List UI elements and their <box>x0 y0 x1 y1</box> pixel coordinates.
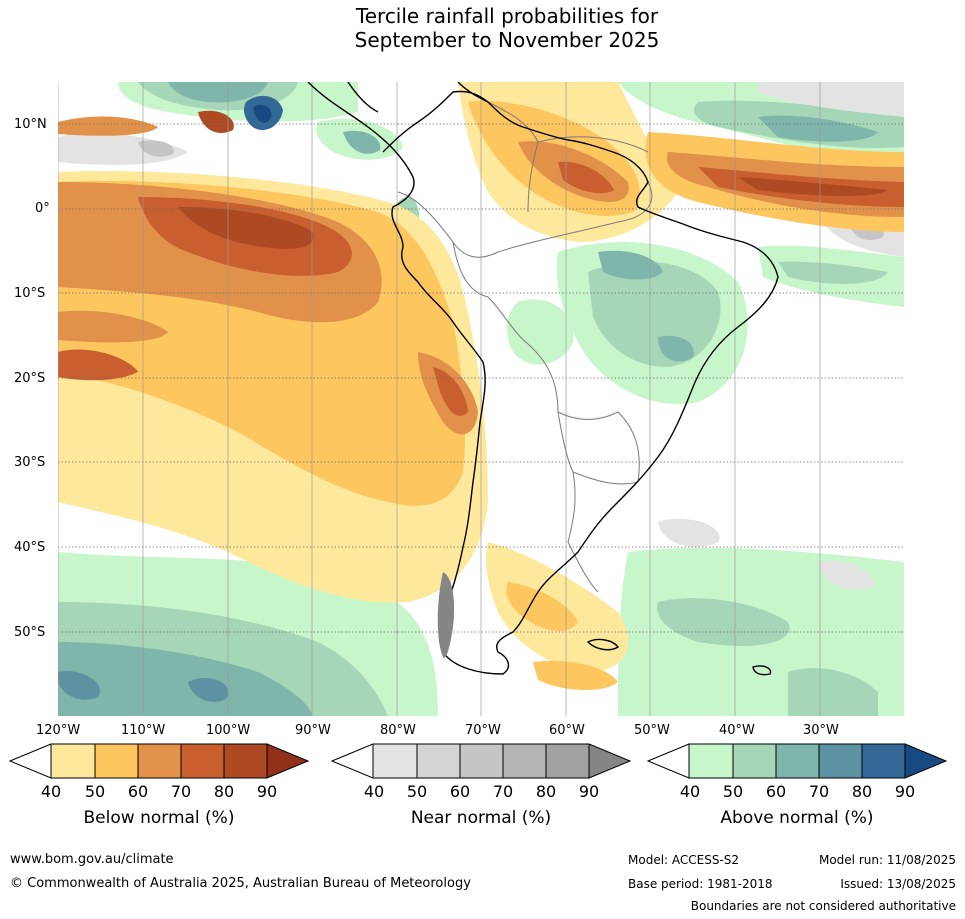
above-tick-50: 50 <box>722 782 744 801</box>
above-normal-label: Above normal (%) <box>720 808 874 828</box>
copyright-text: © Commonwealth of Australia 2025, Austra… <box>10 876 471 891</box>
near-tick-60: 60 <box>449 782 471 801</box>
lat-tick-10s: 10°S <box>14 286 46 301</box>
below-normal-label: Below normal (%) <box>83 808 235 828</box>
lon-tick-90w: 90°W <box>295 723 331 738</box>
colorbar-below-normal <box>8 743 310 783</box>
near-tick-50: 50 <box>406 782 428 801</box>
below-tick-60: 60 <box>127 782 149 801</box>
lon-tick-50w: 50°W <box>634 723 670 738</box>
below-tick-90: 90 <box>256 782 278 801</box>
issued-date: Issued: 13/08/2025 <box>840 877 956 891</box>
country-borders <box>397 101 653 593</box>
model-run-date: Model run: 11/08/2025 <box>818 853 956 867</box>
lon-tick-60w: 60°W <box>549 723 585 738</box>
title-line-1: Tercile rainfall probabilities for <box>355 4 659 28</box>
above-tick-40: 40 <box>679 782 701 801</box>
above-tick-60: 60 <box>765 782 787 801</box>
colorbar-near-normal-svg <box>330 743 632 779</box>
lat-tick-50s: 50°S <box>14 625 46 640</box>
near-tick-80: 80 <box>535 782 557 801</box>
colorbar-near-normal <box>330 743 632 783</box>
model-name: Model: ACCESS-S2 <box>628 853 740 867</box>
title-line-2: September to November 2025 <box>354 28 660 52</box>
lat-tick-30s: 30°S <box>14 455 46 470</box>
lat-tick-equator: 0° <box>35 201 50 216</box>
above-tick-90: 90 <box>894 782 916 801</box>
near-tick-70: 70 <box>492 782 514 801</box>
rainfall-probability-map <box>57 81 904 716</box>
lat-tick-40s: 40°S <box>14 540 46 555</box>
lat-tick-20s: 20°S <box>14 371 46 386</box>
below-tick-40: 40 <box>40 782 62 801</box>
base-period: Base period: 1981-2018 <box>628 877 773 891</box>
below-tick-80: 80 <box>213 782 235 801</box>
map-svg <box>57 81 904 716</box>
coastline <box>307 81 779 676</box>
map-title: Tercile rainfall probabilities for Septe… <box>0 4 965 52</box>
lon-tick-80w: 80°W <box>380 723 416 738</box>
above-normal-areas <box>58 82 904 716</box>
near-normal-label: Near normal (%) <box>410 808 552 828</box>
lon-tick-100w: 100°W <box>206 723 251 738</box>
lon-tick-30w: 30°W <box>803 723 839 738</box>
above-tick-70: 70 <box>808 782 830 801</box>
website-link[interactable]: www.bom.gov.au/climate <box>10 852 174 867</box>
colorbar-below-normal-svg <box>8 743 310 779</box>
below-tick-50: 50 <box>84 782 106 801</box>
lon-tick-110w: 110°W <box>121 723 166 738</box>
lon-tick-70w: 70°W <box>465 723 501 738</box>
meridians <box>57 82 821 716</box>
boundaries-disclaimer: Boundaries are not considered authoritat… <box>690 899 956 913</box>
near-tick-40: 40 <box>363 782 385 801</box>
southern-andes-grey <box>437 572 455 658</box>
lon-tick-120w: 120°W <box>36 723 81 738</box>
colorbar-above-normal <box>646 743 948 783</box>
near-tick-90: 90 <box>578 782 600 801</box>
lat-tick-10n: 10°N <box>14 117 47 132</box>
colorbar-above-normal-svg <box>646 743 948 779</box>
lon-tick-40w: 40°W <box>719 723 755 738</box>
above-tick-80: 80 <box>851 782 873 801</box>
below-tick-70: 70 <box>170 782 192 801</box>
graticule <box>58 123 904 633</box>
